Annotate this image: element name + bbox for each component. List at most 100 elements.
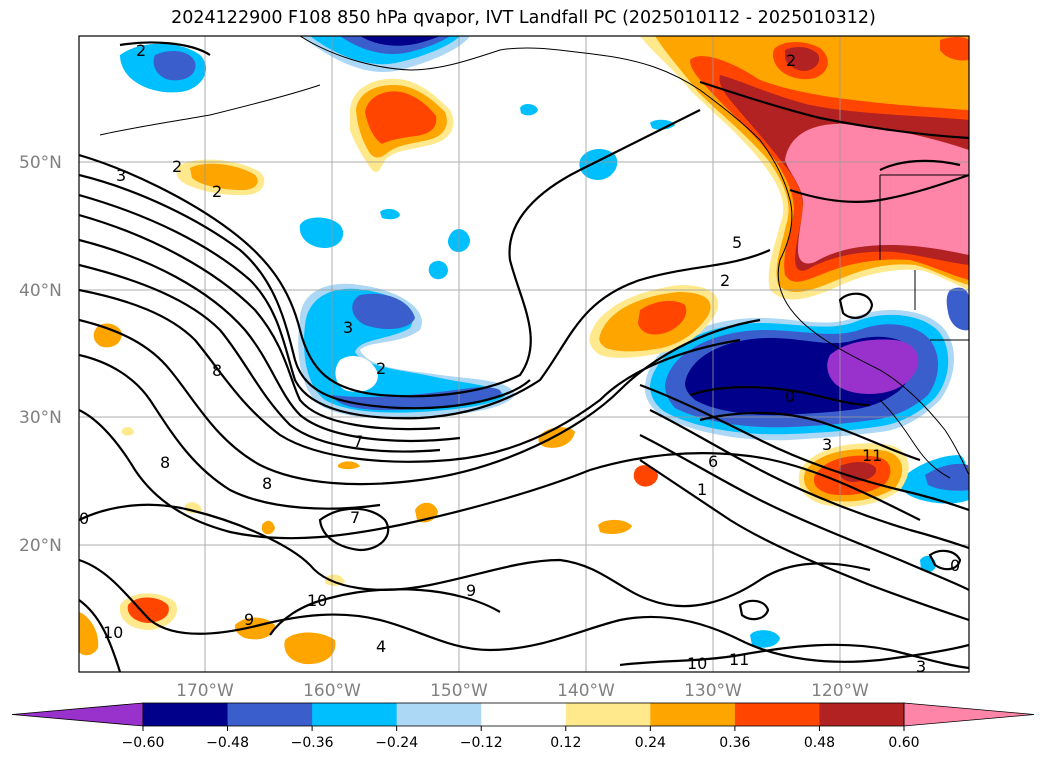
contour-label: 9 [466,581,476,600]
contour-label: 10 [103,623,123,642]
colorbar-extend-min [11,702,144,727]
shade-pos-dot-3 [633,465,658,487]
contour-line [119,41,211,56]
contour-line [79,173,531,410]
colorbar-swatch [227,703,313,726]
colorbar-swatch [143,703,229,726]
contour-label: 3 [116,166,126,185]
contour-label: 0 [79,509,89,528]
contour-line [639,459,969,622]
contour-line [639,434,969,591]
contour-label: 6 [708,452,718,471]
contour-label: 7 [350,508,360,527]
contour-line [318,507,390,552]
lon-label-130w: 130°W [684,681,742,701]
contour-label: 2 [376,359,386,378]
contour-label: 8 [212,361,222,380]
coastline-state-lines [879,174,969,341]
contour-line [689,385,871,407]
colorbar-tick-label: 0.60 [888,735,919,751]
lat-label-20n: 20°N [19,536,62,556]
shade-pos-top-arc-inner [785,46,820,71]
contour-line [928,549,962,571]
contour-line [879,159,961,171]
colorbar-tick-label: −0.36 [291,735,334,751]
lon-label-120w: 120°W [811,681,869,701]
contour-line [79,263,441,453]
shade-pos-topright-tiny [940,37,969,61]
colorbar-tick-label: −0.12 [460,735,503,751]
colorbar-swatch [650,703,736,726]
shade-neg-midleft-blue [352,293,415,330]
shade-pos-left-small-or [190,163,258,190]
shade-neg-topcenter-navy [360,36,440,46]
lon-label-150w: 150°W [430,681,488,701]
contour-line [79,109,701,398]
contour-label: 9 [244,610,254,629]
colorbar-tick-label: −0.24 [375,735,418,751]
contour-label: 8 [160,453,170,472]
colorbar-tick-label: 0.24 [635,735,666,751]
shade-pos-dot-1 [93,323,122,348]
longitude-labels: 170°W 160°W 150°W 140°W 130°W 120°W [176,681,869,701]
contour-label: 3 [343,318,353,337]
colorbar-extend-max [903,702,1035,727]
colorbar [11,702,1035,727]
lon-label-170w: 170°W [176,681,234,701]
colorbar-swatch [312,703,398,726]
contour-line [79,558,969,663]
map-frame [78,35,970,673]
contour-label: 2 [212,182,222,201]
coastline-alaska [299,36,969,476]
shade-pos-bl-4 [284,632,336,665]
shade-neg-dot-5 [380,208,400,220]
colorbar-swatch [481,703,567,726]
figure-title: 2024122900 F108 850 hPa qvapor, IVT Land… [171,8,876,28]
contour-line [269,588,501,636]
contour-label: 4 [376,637,386,656]
contour-label: 3 [916,657,926,676]
contour-label: 5 [732,233,742,252]
contour-label: 11 [729,650,749,669]
colorbar-ticks: −0.60 −0.48 −0.36 −0.24 −0.12 0.12 0.24 0.36 0.4… [122,726,920,751]
colorbar-tick-label: −0.48 [206,735,249,751]
contour-line [639,383,969,512]
lat-label-50n: 50°N [19,153,62,173]
lon-label-160w: 160°W [303,681,361,701]
shade-pos-dot-6 [338,461,360,470]
contour-label: 3 [822,435,832,454]
shade-neg-baja-dark [925,463,969,491]
contour-line [79,213,441,431]
coastline-aleutians [99,84,321,136]
colorbar-frame [142,702,905,727]
colorbar-tick-label: 0.48 [804,735,835,751]
contour-line [79,599,122,672]
shade-neg-dot-6 [520,104,538,116]
shade-pos-dot-10 [122,427,134,436]
colorbar-swatch [396,703,482,726]
colorbar-swatch [819,703,905,726]
shade-pos-pnw-pink [785,123,969,264]
shade-neg-midleft-center [335,355,378,392]
contour-label: 10 [307,591,327,610]
shade-pos-dot-5 [598,519,632,534]
shade-pos-center-red [365,91,437,144]
contour-line [79,409,921,540]
shade-pos-dot-7 [262,520,275,535]
contour-line [79,288,741,463]
shade-neg-pnw-right [946,287,969,331]
contour-line [619,643,969,670]
colorbar-swatch [734,703,820,726]
colorbar-tick-label: −0.60 [122,735,165,751]
lat-label-30n: 30°N [19,408,62,428]
contour-label: 0 [950,556,960,575]
contour-line [79,238,461,442]
contour-line [838,292,874,319]
shade-neg-dot-4 [428,260,448,280]
contour-labels: 2 3 2 2 3 2 8 7 8 8 0 7 9 10 9 10 4 5 2 … [79,41,960,676]
coastlines [99,36,969,479]
contour-line [79,353,381,510]
colorbar-tick-label: 0.36 [719,735,750,751]
lat-label-40n: 40°N [19,281,62,301]
